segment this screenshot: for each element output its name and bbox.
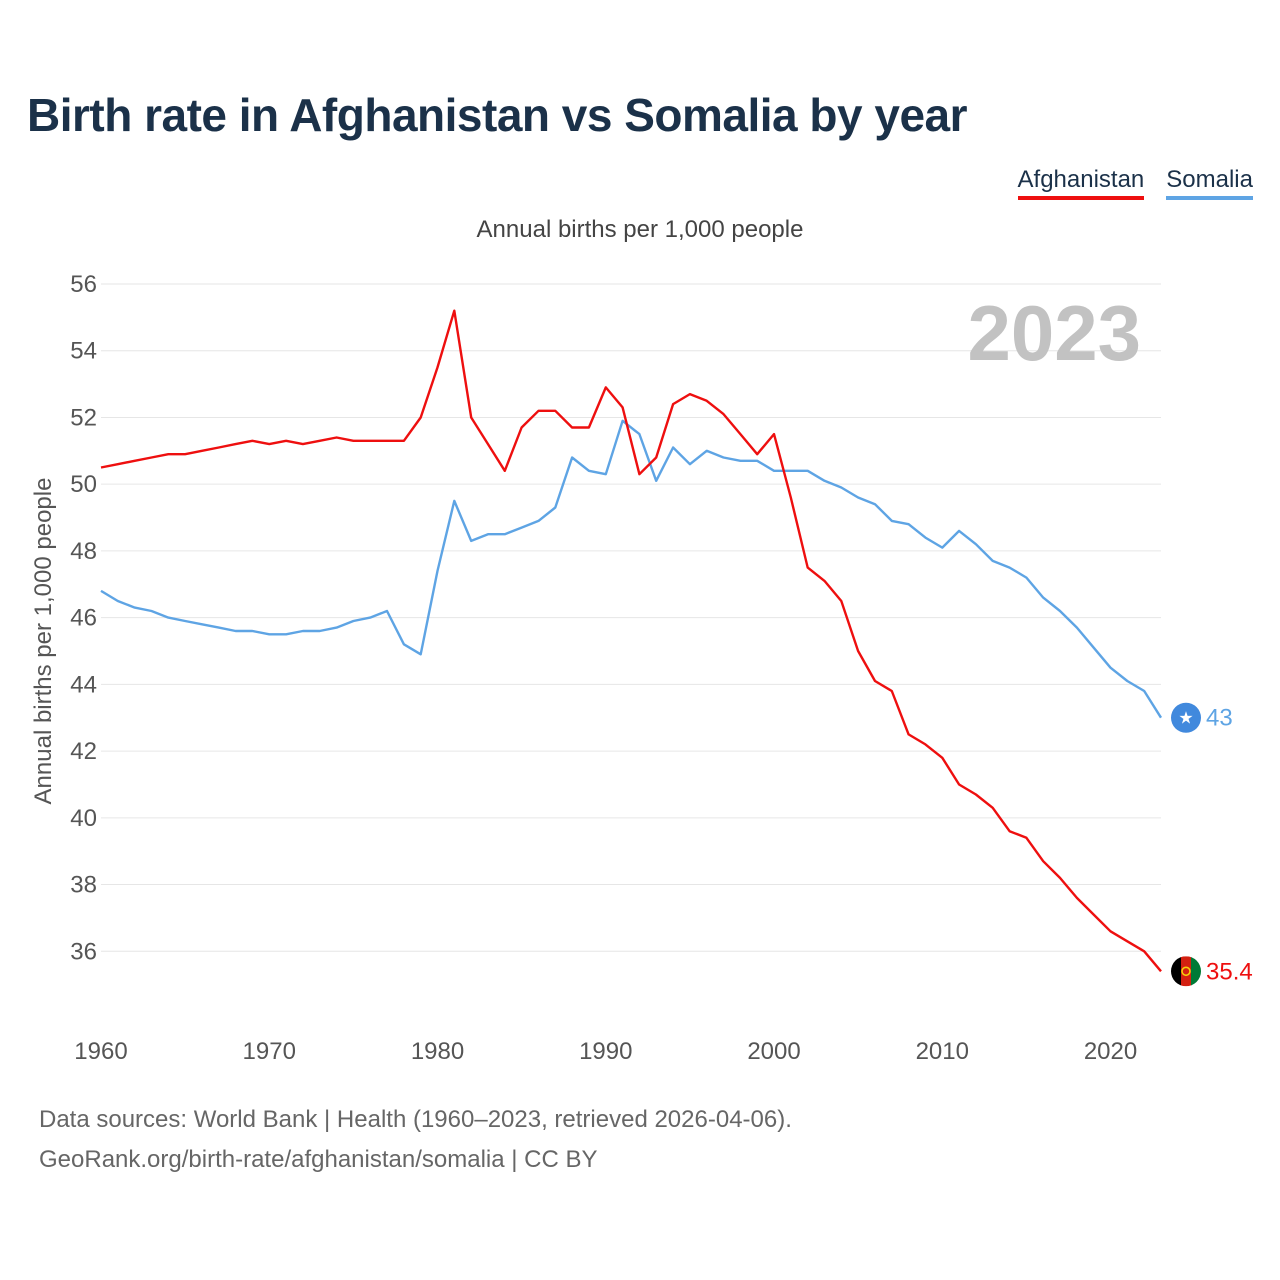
y-tick-label-44: 44 xyxy=(70,671,97,698)
somalia-flag-star-icon: ★ xyxy=(1178,709,1193,729)
x-tick-label-1980: 1980 xyxy=(411,1038,464,1065)
x-tick-label-1960: 1960 xyxy=(74,1038,127,1065)
series-line-somalia xyxy=(100,419,1163,719)
somalia-flag-icon xyxy=(1171,702,1201,733)
legend-item-somalia[interactable]: Somalia xyxy=(1166,166,1253,200)
y-tick-label-50: 50 xyxy=(70,471,97,498)
y-tick-label-48: 48 xyxy=(70,538,97,565)
y-tick-label-56: 56 xyxy=(70,271,97,298)
y-tick-label-52: 52 xyxy=(70,404,97,431)
page-title: Birth rate in Afghanistan vs Somalia by … xyxy=(27,89,968,141)
y-tick-label-42: 42 xyxy=(70,738,97,765)
series-line-afghanistan xyxy=(100,309,1162,973)
y-tick-label-38: 38 xyxy=(70,872,97,899)
afghanistan-flag-emblem xyxy=(1181,966,1191,977)
y-tick-label-36: 36 xyxy=(70,938,97,965)
footer-sources: Data sources: World Bank | Health (1960–… xyxy=(39,1106,792,1133)
y-tick-label-40: 40 xyxy=(70,805,97,832)
x-tick-label-2020: 2020 xyxy=(1084,1038,1137,1065)
footer-link[interactable]: GeoRank.org/birth-rate/afghanistan/somal… xyxy=(39,1146,598,1173)
y-tick-label-46: 46 xyxy=(70,605,97,632)
legend: Afghanistan Somalia xyxy=(1017,166,1253,200)
year-label: 2023 xyxy=(967,289,1141,377)
x-tick-label-2010: 2010 xyxy=(916,1038,969,1065)
chart-subtitle: Annual births per 1,000 people xyxy=(476,216,804,243)
afghanistan-flag-stripe xyxy=(1191,956,1201,987)
afghanistan-flag-icon xyxy=(1171,956,1201,987)
x-tick-label-1990: 1990 xyxy=(579,1038,632,1065)
y-axis-label: Annual births per 1,000 people xyxy=(30,478,57,805)
x-tick-label-1970: 1970 xyxy=(243,1038,296,1065)
afghanistan-flag-stripe xyxy=(1181,956,1192,987)
end-label-somalia: 43 xyxy=(1206,705,1233,732)
afghanistan-flag-stripe xyxy=(1171,956,1182,987)
legend-item-afghanistan[interactable]: Afghanistan xyxy=(1017,166,1145,200)
y-tick-label-54: 54 xyxy=(70,338,97,365)
x-tick-label-2000: 2000 xyxy=(747,1038,800,1065)
end-label-afghanistan: 35.4 xyxy=(1206,958,1253,985)
